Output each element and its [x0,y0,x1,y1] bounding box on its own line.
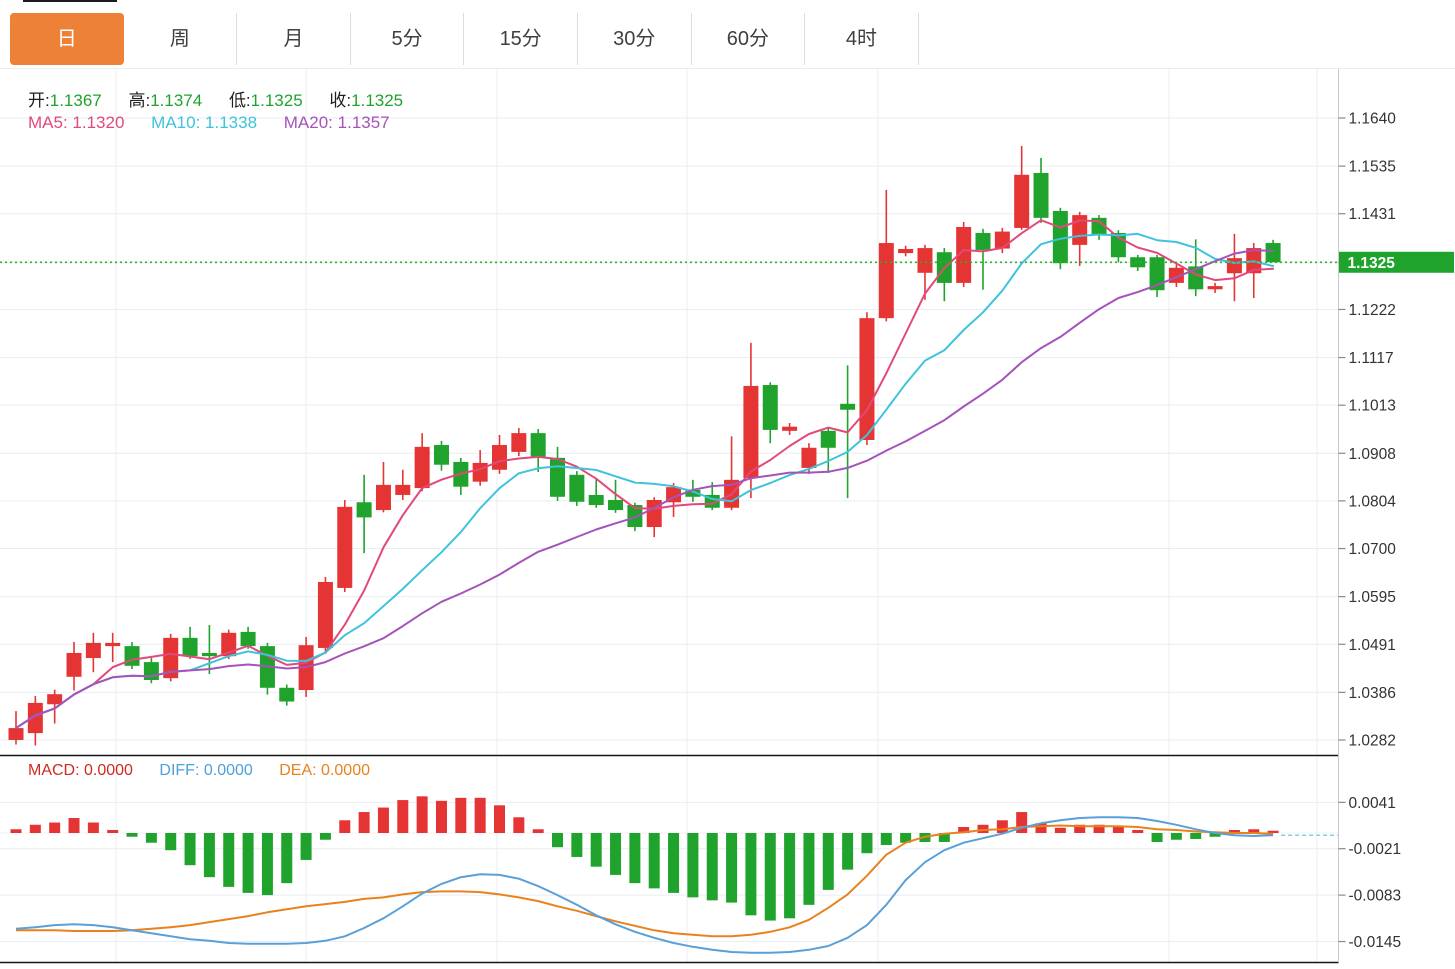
price-tick-label: 1.1640 [1349,111,1397,128]
ma5-label: MA5: [28,113,68,132]
ma5-line-group [15,219,1275,730]
low-label: 低: [228,91,251,110]
macd-tick-label: -0.0021 [1349,841,1402,858]
dea-line [16,824,1274,938]
dea-line-group [16,824,1274,938]
panel-frame [0,68,1339,964]
price-tick-label: 1.1535 [1349,159,1396,176]
high-value: 1.1374 [150,91,203,110]
price-tick-label: 1.0804 [1349,493,1397,510]
price-tick-label: 1.0282 [1349,732,1396,749]
dea-label: DEA: [279,762,317,779]
ma5-line [15,219,1275,730]
ohlc-legend: 开:1.1367 高:1.1374 低:1.1325 收:1.1325 [28,86,403,111]
tab-5min[interactable]: 5分 [350,13,465,65]
macd-axis-labels: 0.0041 -0.0021 -0.0083 -0.0145 [1338,795,1402,951]
ma20-line [15,249,1275,730]
low-value: 1.1325 [250,91,303,110]
ma10-line [15,232,1275,730]
tab-60min[interactable]: 60分 [691,13,806,65]
price-tick-label: 1.1431 [1349,206,1396,223]
price-tick-label: 1.0595 [1349,589,1396,606]
window-edge-artifact [23,0,117,2]
macd-tick-label: 0.0041 [1349,795,1396,812]
price-axis-labels: 1.1640 1.1535 1.1431 1.1222 1.1117 1.1013 1.09… [1338,111,1397,749]
price-tick-label: 1.1222 [1349,302,1396,319]
macd-tick-label: -0.0083 [1349,888,1402,905]
timeframe-tab-bar: 日周月 5分 15分 30分 60分 4时 [0,0,1455,69]
ma-legend: MA5: 1.1320 MA10: 1.1338 MA20: 1.1357 [28,113,390,133]
diff-line-group [15,816,1274,954]
tab-30min[interactable]: 30分 [578,13,692,65]
close-label: 收: [329,91,352,110]
open-value: 1.1367 [49,91,102,110]
ma10-value: 1.1338 [205,113,258,132]
diff-line [15,816,1274,954]
price-tick-label: 1.0908 [1349,446,1396,463]
tab-4hour[interactable]: 4时 [805,13,919,65]
tab-weekly[interactable]: 周 [123,13,238,65]
ma10-label: MA10: [151,113,201,132]
ma10-line-group [15,232,1275,730]
macd-label: MACD: [28,762,80,779]
open-label: 开: [28,91,50,110]
price-tick-label: 1.0491 [1349,637,1396,654]
high-label: 高: [128,91,151,110]
price-tick-label: 1.1013 [1349,398,1396,415]
price-tick-label: 1.0386 [1349,685,1396,702]
tab-monthly[interactable]: 月 [237,13,351,65]
current-price-tag: 1.1325 [1339,251,1454,273]
tab-daily[interactable]: 日 [10,13,124,65]
diff-value: 0.0000 [203,762,253,779]
ma5-value: 1.1320 [72,113,125,132]
ma20-label: MA20: [283,113,333,132]
tab-15min[interactable]: 15分 [464,13,578,65]
price-tick-label: 1.0700 [1349,541,1397,558]
close-value: 1.1325 [351,91,404,110]
macd-histogram [10,796,1279,921]
ma20-line-group [15,249,1275,730]
current-price-value: 1.1325 [1348,255,1396,272]
dea-value: 0.0000 [321,762,370,779]
macd-value: 0.0000 [84,762,133,779]
macd-legend: MACD: 0.0000 DIFF: 0.0000 DEA: 0.0000 [28,762,370,780]
macd-tick-label: -0.0145 [1349,934,1402,951]
diff-label: DIFF: [159,762,200,779]
price-tick-label: 1.1117 [1349,350,1394,367]
ma20-value: 1.1357 [337,113,390,132]
